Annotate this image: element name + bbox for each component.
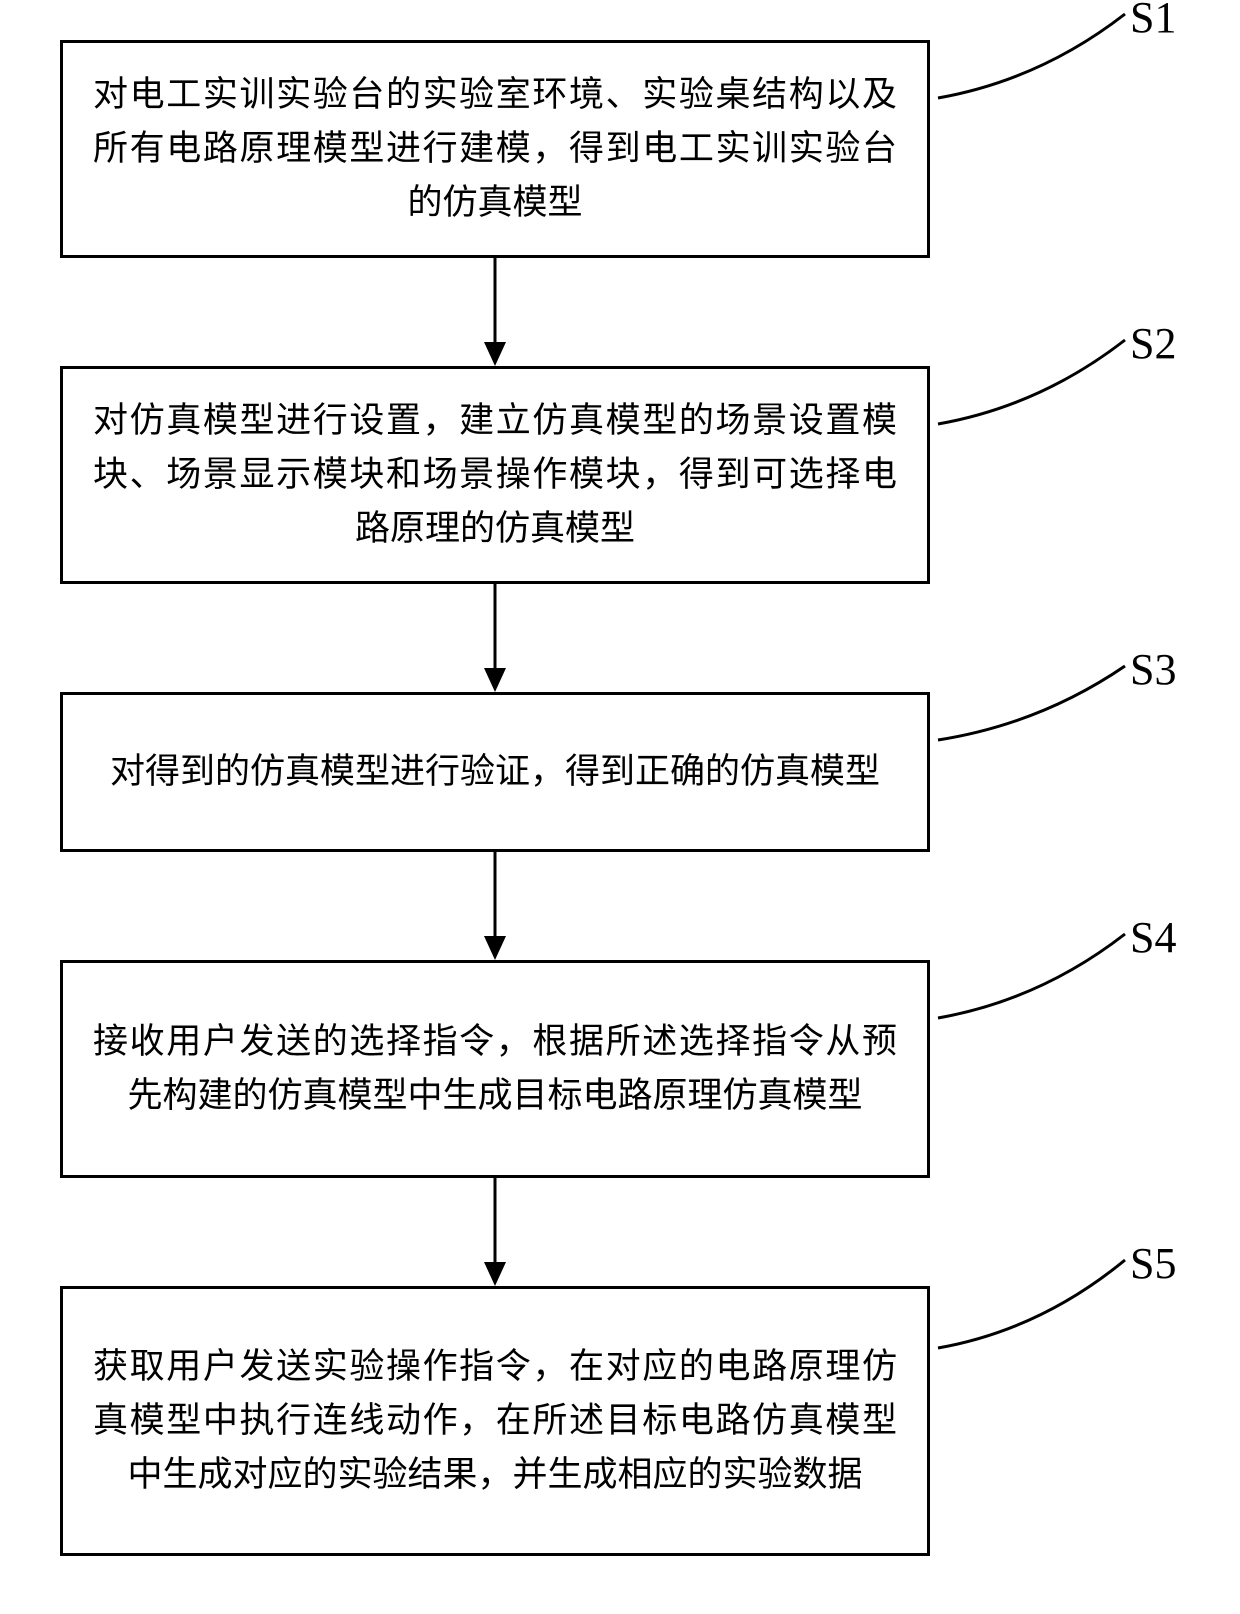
arrow-after-s4 (60, 1178, 930, 1286)
step-box-s5: 获取用户发送实验操作指令，在对应的电路原理仿真模型中执行连线动作，在所述目标电路… (60, 1286, 930, 1556)
step-box-s4: 接收用户发送的选择指令，根据所述选择指令从预先构建的仿真模型中生成目标电路原理仿… (60, 960, 930, 1178)
step-label-wrap-s5: S5 (930, 1256, 1180, 1386)
arrow-icon (475, 852, 515, 960)
arrow-icon (475, 584, 515, 692)
step-label-wrap-s4: S4 (930, 930, 1180, 1055)
label-curve-s3 (930, 662, 1180, 772)
flowchart-container: 对电工实训实验台的实验室环境、实验桌结构以及所有电路原理模型进行建模，得到电工实… (60, 40, 1180, 1556)
step-box-s1: 对电工实训实验台的实验室环境、实验桌结构以及所有电路原理模型进行建模，得到电工实… (60, 40, 930, 258)
step-label-wrap-s3: S3 (930, 662, 1180, 777)
label-curve-s5 (930, 1256, 1180, 1381)
arrow-icon (475, 258, 515, 366)
step-label-wrap-s2: S2 (930, 336, 1180, 461)
step-text-s5: 获取用户发送实验操作指令，在对应的电路原理仿真模型中执行连线动作，在所述目标电路… (93, 1340, 897, 1503)
label-curve-s1 (930, 10, 1180, 130)
step-label-s1: S1 (1130, 0, 1176, 43)
step-box-s2: 对仿真模型进行设置，建立仿真模型的场景设置模块、场景显示模块和场景操作模块，得到… (60, 366, 930, 584)
arrow-after-s2 (60, 584, 930, 692)
step-box-s3: 对得到的仿真模型进行验证，得到正确的仿真模型 (60, 692, 930, 852)
step-label-s4: S4 (1130, 912, 1176, 963)
step-text-s4: 接收用户发送的选择指令，根据所述选择指令从预先构建的仿真模型中生成目标电路原理仿… (93, 1015, 897, 1124)
step-label-wrap-s1: S1 (930, 10, 1180, 135)
arrow-after-s3 (60, 852, 930, 960)
step-label-s3: S3 (1130, 644, 1176, 695)
arrow-after-s1 (60, 258, 930, 366)
step-text-s2: 对仿真模型进行设置，建立仿真模型的场景设置模块、场景显示模块和场景操作模块，得到… (93, 394, 897, 557)
arrow-icon (475, 1178, 515, 1286)
step-label-s2: S2 (1130, 318, 1176, 369)
label-curve-s2 (930, 336, 1180, 456)
step-text-s1: 对电工实训实验台的实验室环境、实验桌结构以及所有电路原理模型进行建模，得到电工实… (93, 68, 897, 231)
step-text-s3: 对得到的仿真模型进行验证，得到正确的仿真模型 (110, 745, 880, 799)
step-label-s5: S5 (1130, 1238, 1176, 1289)
label-curve-s4 (930, 930, 1180, 1050)
